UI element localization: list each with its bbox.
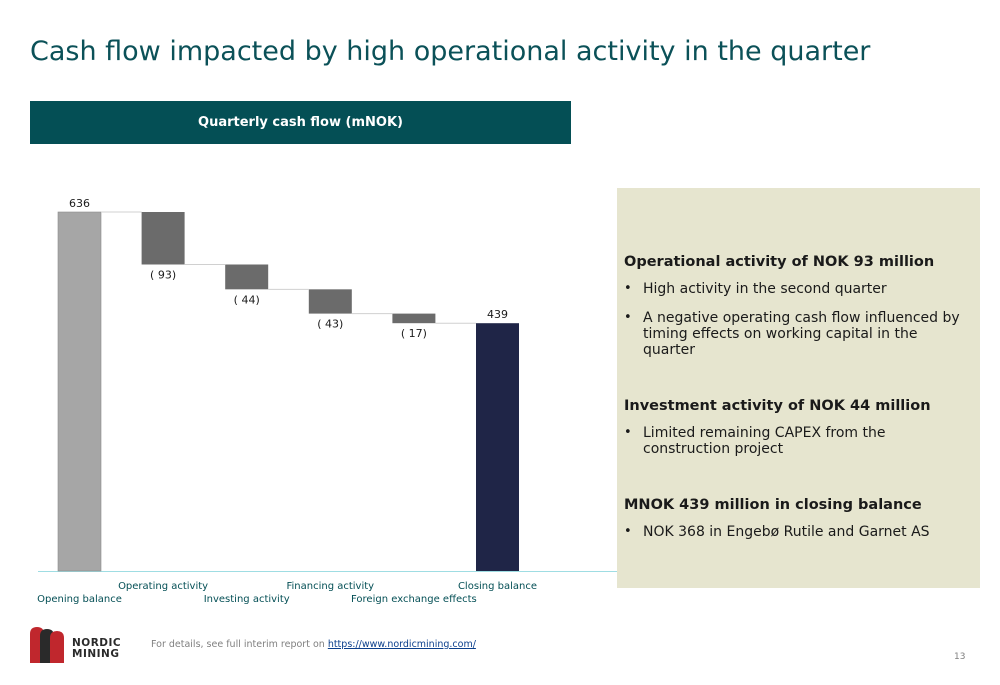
bullet-list: Limited remaining CAPEX from the constru…	[624, 425, 972, 457]
bullet-list: NOK 368 in Engebø Rutile and Garnet AS	[624, 524, 972, 540]
value-label: ( 44)	[234, 293, 260, 306]
bullet-item: High activity in the second quarter	[624, 281, 972, 297]
info-section-investment: Investment activity of NOK 44 million Li…	[624, 398, 972, 457]
bullet-item: Limited remaining CAPEX from the constru…	[624, 425, 972, 457]
bar-opening-balance	[57, 211, 102, 572]
value-label: ( 93)	[150, 268, 176, 281]
logo-mark-icon	[30, 627, 64, 663]
bar-operating-activity	[141, 212, 185, 265]
nordic-mining-logo: NORDIC MINING	[29, 626, 121, 664]
bar-closing-balance	[476, 323, 519, 571]
bullet-item: A negative operating cash flow influence…	[624, 310, 972, 358]
logo-line-1: NORDIC	[72, 637, 122, 649]
bar-investing-activity	[225, 264, 269, 290]
value-label: ( 43)	[317, 318, 343, 331]
logo-wordmark: NORDIC MINING	[72, 638, 121, 660]
category-label: Investing activity	[204, 594, 290, 605]
category-label: Foreign exchange effects	[351, 594, 477, 605]
logo-line-2: MINING	[72, 648, 120, 660]
page-title: Cash flow impacted by high operational a…	[30, 36, 871, 67]
page-number: 13	[954, 652, 966, 662]
footer-note: For details, see full interim report on …	[151, 639, 476, 650]
section-heading: MNOK 439 million in closing balance	[624, 497, 922, 513]
section-heading: Operational activity of NOK 93 million	[624, 254, 935, 270]
category-label: Closing balance	[458, 581, 537, 592]
info-section-closing: MNOK 439 million in closing balance NOK …	[624, 497, 972, 540]
category-label: Operating activity	[118, 581, 208, 592]
info-panel: Operational activity of NOK 93 million H…	[617, 188, 980, 588]
bullet-item: NOK 368 in Engebø Rutile and Garnet AS	[624, 524, 972, 540]
value-label: 439	[487, 308, 508, 321]
chart-header: Quarterly cash flow (mNOK)	[30, 101, 571, 144]
bullet-list: High activity in the second quarter A ne…	[624, 281, 972, 358]
bar-foreign-exchange-effects	[392, 313, 436, 324]
value-label: ( 17)	[401, 327, 427, 340]
category-label: Financing activity	[286, 581, 374, 592]
report-link[interactable]: https://www.nordicmining.com/	[327, 639, 476, 650]
info-section-operational: Operational activity of NOK 93 million H…	[624, 254, 972, 358]
waterfall-chart: 636 ( 93) ( 44) ( 43) ( 17) 439 Opening balanc…	[37, 197, 617, 605]
footer-note-text: For details, see full interim report on	[151, 639, 328, 650]
category-label: Opening balance	[37, 594, 122, 605]
bar-financing-activity	[308, 289, 352, 314]
value-label: 636	[69, 197, 90, 210]
section-heading: Investment activity of NOK 44 million	[624, 398, 931, 414]
